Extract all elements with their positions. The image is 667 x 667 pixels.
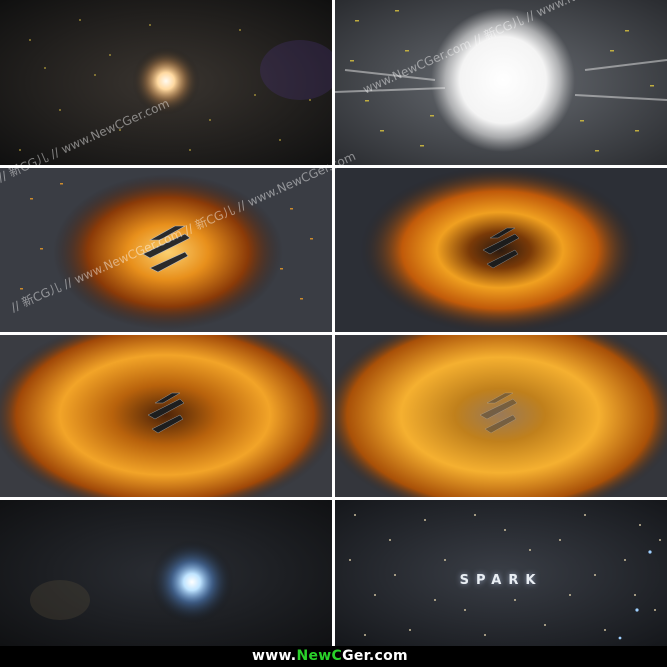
frame-1-glowing-orb	[0, 0, 332, 165]
spark-title-text: SPARK	[459, 573, 543, 588]
footer-new: New	[296, 648, 332, 664]
footer-prefix: www.	[252, 648, 297, 664]
frame-7-blue-orb	[0, 500, 332, 646]
frame-2-white-explosion	[335, 0, 667, 165]
logo-mark	[142, 225, 191, 273]
footer-site-text: www.NewCGer.com	[252, 648, 408, 664]
footer-rest: Ger.com	[342, 648, 408, 664]
footer-c: C	[331, 648, 343, 664]
frame-4-fire-ring	[335, 168, 667, 332]
frame-8-starfield-title: SPARK	[335, 500, 667, 646]
frame-3-fire-burst	[0, 168, 332, 332]
frame-6-fire-swirl-faded	[335, 335, 667, 497]
footer-bar: www.NewCGer.com	[0, 646, 667, 667]
frame-5-fire-swirl	[0, 335, 332, 497]
